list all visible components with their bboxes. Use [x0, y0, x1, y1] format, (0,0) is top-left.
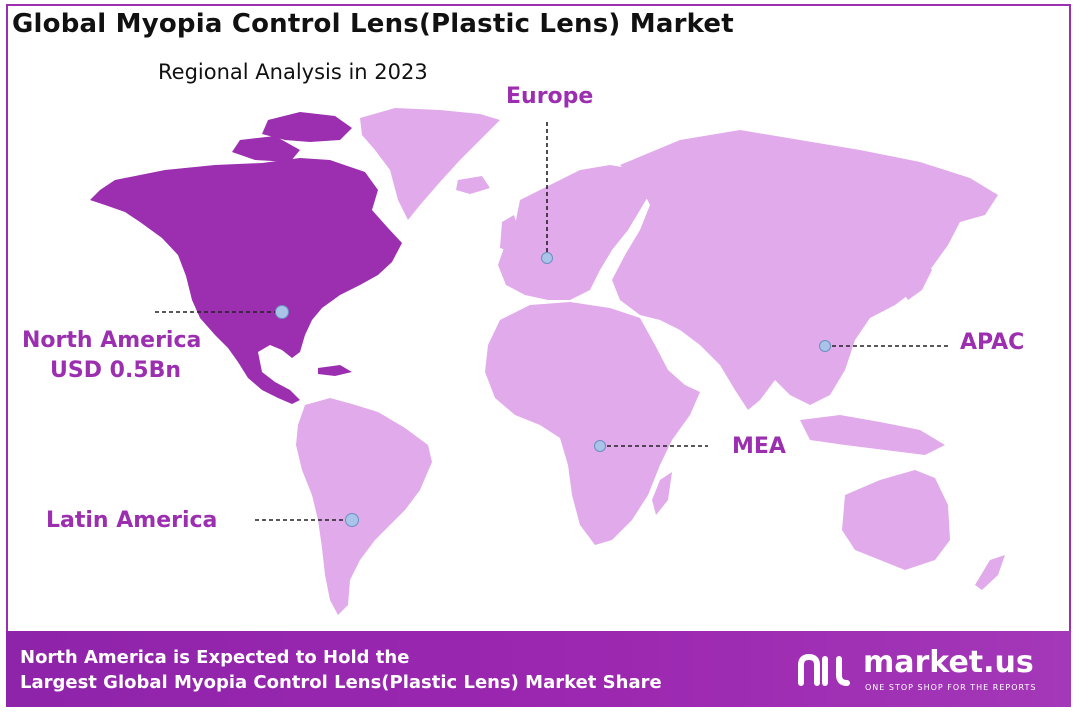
latin-america-marker — [345, 513, 359, 527]
region-label-latin-america: Latin America — [46, 508, 218, 533]
iceland-shape — [456, 176, 490, 194]
south-america-shape — [296, 398, 432, 615]
apac-marker — [819, 340, 831, 352]
brand-logo: market.us ONE STOP SHOP FOR THE REPORTS — [795, 645, 1035, 701]
uk-shape — [500, 215, 520, 252]
australia-shape — [842, 470, 950, 570]
japan-shape — [900, 255, 932, 300]
region-label-europe: Europe — [506, 84, 594, 109]
page-title: Global Myopia Control Lens(Plastic Lens)… — [12, 9, 734, 39]
arctic-islands-shape-2 — [232, 136, 300, 162]
madagascar-shape — [652, 472, 672, 515]
north-america-marker — [275, 305, 289, 319]
brand-name: market.us — [863, 645, 1034, 680]
sea-islands-shape — [800, 415, 945, 455]
region-label-north-america: North America — [22, 328, 202, 353]
greenland-shape — [360, 108, 500, 220]
asia-shape — [612, 130, 998, 410]
north-america-shape — [90, 158, 402, 404]
footer-line-2: Largest Global Myopia Control Lens(Plast… — [20, 672, 662, 693]
europe-marker — [541, 252, 553, 264]
europe-shape — [498, 165, 652, 300]
world-map — [90, 108, 1005, 615]
caribbean-shape — [318, 365, 352, 376]
region-label-mea: MEA — [732, 434, 786, 459]
region-value-north-america: USD 0.5Bn — [50, 358, 182, 383]
africa-shape — [485, 302, 700, 545]
new-zealand-shape — [975, 555, 1005, 590]
arctic-islands-shape — [262, 112, 352, 142]
footer-line-1: North America is Expected to Hold the — [20, 647, 410, 668]
footer-text: North America is Expected to Hold the La… — [20, 645, 662, 695]
region-label-apac: APAC — [960, 330, 1025, 355]
market-us-logo-icon — [798, 653, 850, 686]
mea-marker — [594, 440, 606, 452]
brand-tagline: ONE STOP SHOP FOR THE REPORTS — [865, 683, 1037, 692]
footer-banner: North America is Expected to Hold the La… — [6, 631, 1071, 707]
page-subtitle: Regional Analysis in 2023 — [158, 60, 428, 84]
